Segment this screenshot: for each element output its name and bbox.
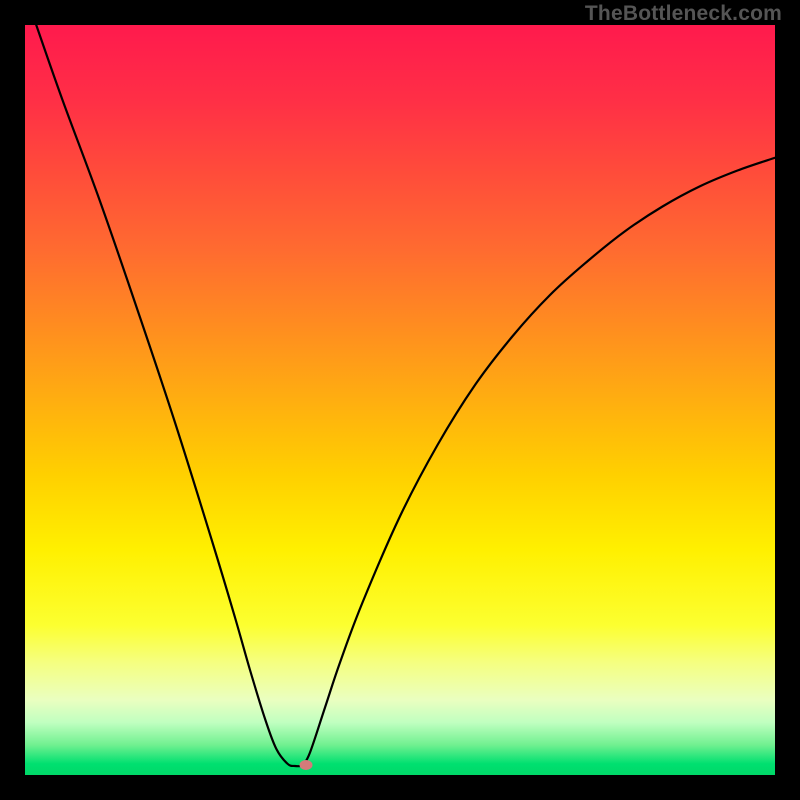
bottleneck-curve bbox=[25, 25, 775, 775]
chart-plot-area bbox=[25, 25, 775, 775]
watermark-text: TheBottleneck.com bbox=[585, 2, 782, 26]
optimum-marker bbox=[300, 760, 313, 770]
